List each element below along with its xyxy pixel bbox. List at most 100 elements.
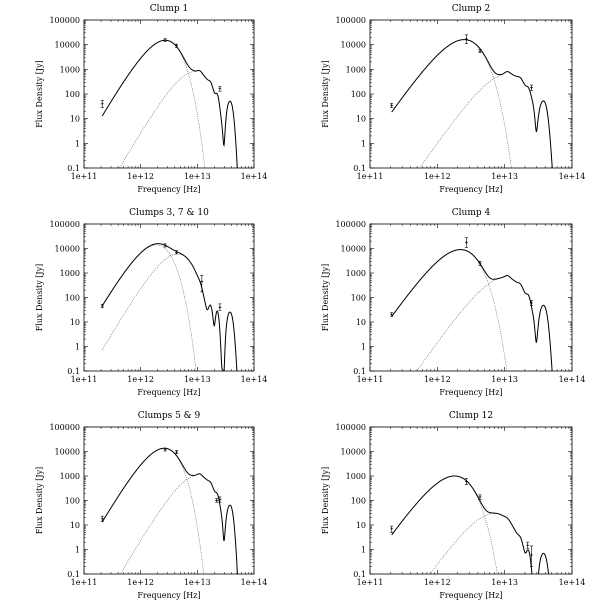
data-point: [529, 84, 533, 91]
x-tick-label: 1e+11: [357, 375, 384, 384]
data-marker: [464, 37, 468, 41]
y-tick-label: 100000: [49, 16, 80, 25]
data-point: [163, 447, 167, 452]
x-tick-label: 1e+12: [424, 578, 451, 587]
y-tick-label: 10: [356, 521, 366, 530]
data-marker: [390, 103, 394, 107]
data-marker: [464, 480, 468, 483]
data-marker: [175, 250, 178, 254]
sed-panel: 0.1 1 10 100 1000 10000 100000 1e+11 1e+12 1e+13 1…: [35, 208, 267, 397]
y-tick-label: 0.1: [67, 570, 80, 579]
panel-title: Clump 4: [452, 208, 491, 218]
data-marker: [100, 304, 104, 308]
x-tick-label: 1e+12: [127, 375, 154, 384]
x-tick-label: 1e+11: [357, 172, 384, 181]
data-point: [464, 478, 468, 485]
y-tick-label: 100: [65, 294, 80, 303]
data-point: [218, 86, 222, 92]
y-tick-label: 0.1: [67, 164, 80, 173]
data-marker: [218, 498, 222, 501]
y-tick-label: 10000: [341, 448, 366, 457]
data-marker: [478, 261, 482, 265]
sed-panel: 0.1 1 10 100 1000 10000 100000 1e+11 1e+12 1e+13 1…: [321, 208, 585, 397]
y-tick-label: 1: [361, 546, 366, 555]
sed-panel: 0.1 1 10 100 1000 10000 100000 1e+11 1e+12 1e+13 1…: [35, 411, 267, 600]
x-axis-label: Frequency [Hz]: [137, 185, 200, 194]
y-tick-label: 0.1: [353, 367, 366, 376]
data-point: [529, 300, 533, 306]
x-tick-label: 1e+14: [241, 375, 268, 384]
x-axis-label: Frequency [Hz]: [439, 185, 502, 194]
total-model-line: [391, 475, 550, 574]
y-tick-label: 1: [75, 343, 80, 352]
x-tick-label: 1e+11: [71, 375, 98, 384]
total-model-line: [101, 243, 238, 371]
sed-panel: 0.1 1 10 100 1000 10000 100000 1e+11 1e+12 1e+13 1…: [321, 4, 585, 194]
data-point: [218, 303, 222, 311]
data-point: [100, 100, 104, 108]
data-point: [464, 237, 468, 248]
y-tick-label: 1000: [346, 65, 366, 74]
data-point: [200, 275, 204, 293]
y-tick-label: 10000: [341, 245, 366, 254]
warm-component-line: [120, 473, 238, 574]
x-tick-label: 1e+12: [127, 578, 154, 587]
data-point: [163, 243, 167, 248]
sed-panel: 0.1 1 10 100 1000 10000 100000 1e+11 1e+12 1e+13 1…: [35, 4, 267, 194]
data-marker: [530, 86, 533, 90]
y-tick-label: 10: [70, 115, 80, 124]
panel-title: Clump 1: [150, 4, 188, 14]
y-tick-label: 1: [75, 546, 80, 555]
y-tick-label: 0.1: [353, 570, 366, 579]
y-tick-label: 10000: [55, 41, 80, 50]
y-tick-label: 1000: [60, 65, 80, 74]
y-tick-label: 100: [351, 90, 366, 99]
data-point: [163, 38, 167, 42]
y-tick-label: 100000: [49, 220, 80, 229]
y-tick-label: 10000: [55, 448, 80, 457]
y-tick-label: 100: [351, 294, 366, 303]
y-tick-label: 1000: [60, 269, 80, 278]
data-point: [390, 525, 394, 533]
data-point: [215, 498, 219, 503]
y-axis-label: Flux Density [Jy]: [321, 264, 330, 332]
x-tick-label: 1e+13: [184, 375, 211, 384]
x-tick-label: 1e+12: [424, 375, 451, 384]
x-tick-label: 1e+14: [241, 578, 268, 587]
x-axis-label: Frequency [Hz]: [439, 591, 502, 600]
y-tick-label: 100: [65, 497, 80, 506]
y-tick-label: 1000: [346, 269, 366, 278]
x-tick-label: 1e+13: [184, 172, 211, 181]
y-tick-label: 100: [65, 90, 80, 99]
panel-title: Clumps 3, 7 & 10: [129, 208, 209, 218]
data-marker: [478, 495, 482, 499]
data-marker: [200, 280, 204, 283]
total-model-line: [101, 447, 238, 574]
y-tick-label: 10: [70, 318, 80, 327]
sed-panel: 0.1 1 10 100 1000 10000 100000 1e+11 1e+12 1e+13 1…: [321, 411, 585, 600]
x-tick-label: 1e+13: [184, 578, 211, 587]
x-axis-label: Frequency [Hz]: [439, 388, 502, 397]
data-marker: [100, 517, 104, 521]
data-marker: [530, 301, 533, 305]
panel-title: Clump 12: [449, 411, 493, 421]
data-point: [175, 450, 179, 454]
data-point: [175, 43, 179, 48]
x-tick-label: 1e+13: [491, 375, 518, 384]
y-axis-label: Flux Density [Jy]: [321, 467, 330, 535]
data-point: [100, 303, 104, 309]
data-marker: [163, 243, 167, 247]
data-marker: [390, 527, 394, 531]
x-tick-label: 1e+11: [71, 578, 98, 587]
data-marker: [215, 499, 219, 502]
data-point: [478, 494, 482, 500]
warm-component-line: [416, 275, 553, 371]
data-point: [526, 541, 530, 549]
y-tick-label: 10000: [341, 41, 366, 50]
y-tick-label: 10000: [55, 245, 80, 254]
y-axis-label: Flux Density [Jy]: [321, 60, 330, 128]
data-point: [464, 34, 468, 44]
y-tick-label: 1000: [346, 472, 366, 481]
y-axis-label: Flux Density [Jy]: [35, 467, 44, 535]
y-tick-label: 10: [356, 115, 366, 124]
